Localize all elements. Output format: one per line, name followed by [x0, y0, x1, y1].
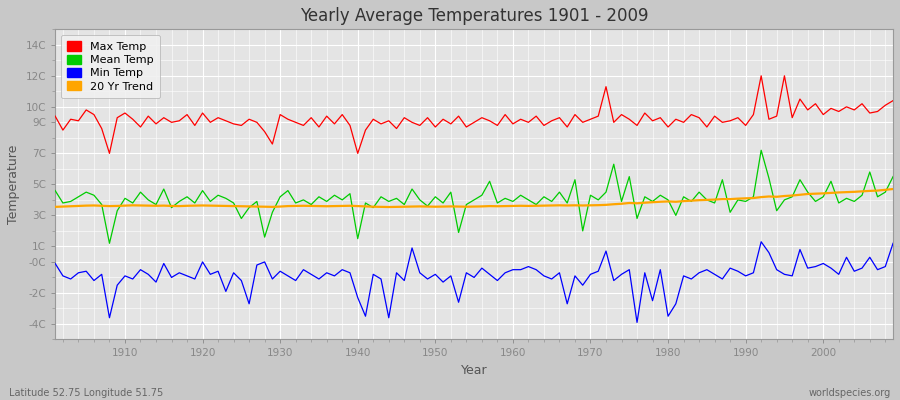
Legend: Max Temp, Mean Temp, Min Temp, 20 Yr Trend: Max Temp, Mean Temp, Min Temp, 20 Yr Tre… — [60, 35, 160, 98]
X-axis label: Year: Year — [461, 364, 488, 377]
Text: worldspecies.org: worldspecies.org — [809, 388, 891, 398]
Text: Latitude 52.75 Longitude 51.75: Latitude 52.75 Longitude 51.75 — [9, 388, 163, 398]
Title: Yearly Average Temperatures 1901 - 2009: Yearly Average Temperatures 1901 - 2009 — [300, 7, 648, 25]
Y-axis label: Temperature: Temperature — [7, 145, 20, 224]
